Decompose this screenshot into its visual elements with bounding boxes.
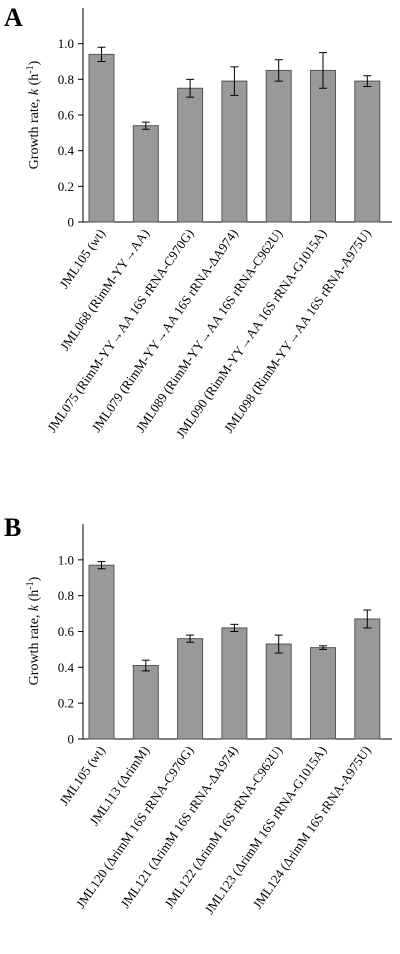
- bar: [132, 665, 159, 740]
- bar: [88, 53, 115, 223]
- y-axis-label-close: ): [27, 576, 42, 581]
- y-tick-label: 0.6: [58, 624, 75, 639]
- y-tick-label: 1.0: [58, 36, 74, 51]
- bar: [177, 87, 204, 223]
- y-axis-label-unit: (h: [27, 590, 42, 605]
- bar: [265, 69, 292, 223]
- y-tick-label: 0.2: [58, 696, 74, 711]
- y-tick-label: 0.2: [58, 179, 74, 194]
- bar: [221, 80, 248, 223]
- y-tick-label: 0.8: [58, 588, 74, 603]
- bar: [310, 647, 336, 740]
- y-axis-label-superscript: -1: [25, 65, 36, 73]
- y-axis-label: Growth rate, k (h-1): [25, 576, 43, 685]
- y-tick-label: 0: [68, 215, 75, 230]
- y-axis-label-superscript: -1: [25, 581, 36, 589]
- y-tick-label: 1.0: [58, 552, 74, 567]
- y-tick-label: 0.6: [58, 108, 75, 123]
- bar: [310, 69, 336, 223]
- y-axis-label-close: ): [27, 60, 42, 65]
- y-axis-label-variable: k: [27, 604, 42, 611]
- y-axis-label-unit: (h: [27, 74, 42, 89]
- bar: [354, 618, 381, 740]
- bar: [177, 638, 204, 740]
- y-axis-label-text: Growth rate,: [27, 95, 42, 169]
- y-axis-label: Growth rate, k (h-1): [25, 60, 43, 169]
- bar: [354, 80, 381, 223]
- bar: [132, 125, 159, 223]
- bar: [88, 564, 115, 740]
- y-axis-label-variable: k: [27, 88, 42, 95]
- panel-label: A: [4, 3, 23, 32]
- y-axis-label-text: Growth rate,: [27, 611, 42, 685]
- y-tick-label: 0: [68, 732, 75, 747]
- y-tick-label: 0.8: [58, 72, 74, 87]
- panel-label: B: [4, 513, 21, 542]
- bar: [221, 627, 248, 740]
- y-tick-label: 0.4: [58, 143, 75, 158]
- panel-a-chart: A 0 0.2 0.4 0.6 0.8 1.0 Growth rate, k (h-1) JML…: [4, 3, 392, 441]
- bar: [265, 643, 292, 740]
- y-tick-label: 0.4: [58, 660, 75, 675]
- category-label: JML068 (RimM-YY→AA): [57, 226, 152, 353]
